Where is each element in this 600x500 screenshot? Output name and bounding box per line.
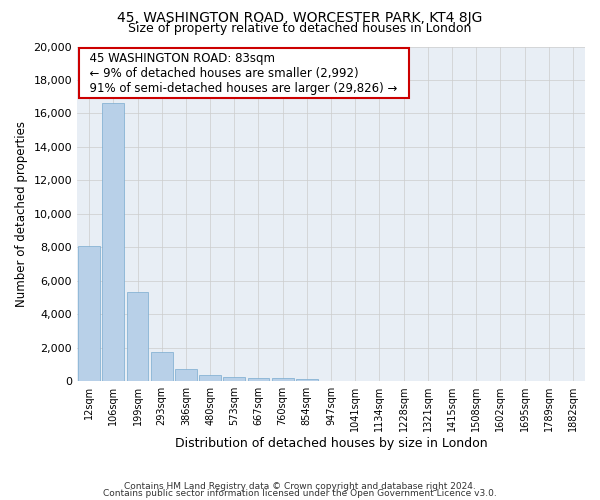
Text: Contains public sector information licensed under the Open Government Licence v3: Contains public sector information licen…	[103, 489, 497, 498]
Bar	[223, 378, 245, 381]
Text: 45, WASHINGTON ROAD, WORCESTER PARK, KT4 8JG: 45, WASHINGTON ROAD, WORCESTER PARK, KT4…	[118, 11, 482, 25]
Bar	[127, 292, 148, 381]
Bar	[272, 378, 293, 381]
Text: 45 WASHINGTON ROAD: 83sqm
  ← 9% of detached houses are smaller (2,992)
  91% of: 45 WASHINGTON ROAD: 83sqm ← 9% of detach…	[82, 52, 405, 94]
Bar	[103, 104, 124, 381]
Bar	[151, 352, 173, 381]
Bar	[78, 246, 100, 381]
Bar	[248, 378, 269, 381]
X-axis label: Distribution of detached houses by size in London: Distribution of detached houses by size …	[175, 437, 487, 450]
Text: Size of property relative to detached houses in London: Size of property relative to detached ho…	[128, 22, 472, 35]
Bar	[199, 375, 221, 381]
Bar	[175, 368, 197, 381]
Y-axis label: Number of detached properties: Number of detached properties	[15, 121, 28, 307]
Bar	[296, 379, 318, 381]
Text: Contains HM Land Registry data © Crown copyright and database right 2024.: Contains HM Land Registry data © Crown c…	[124, 482, 476, 491]
